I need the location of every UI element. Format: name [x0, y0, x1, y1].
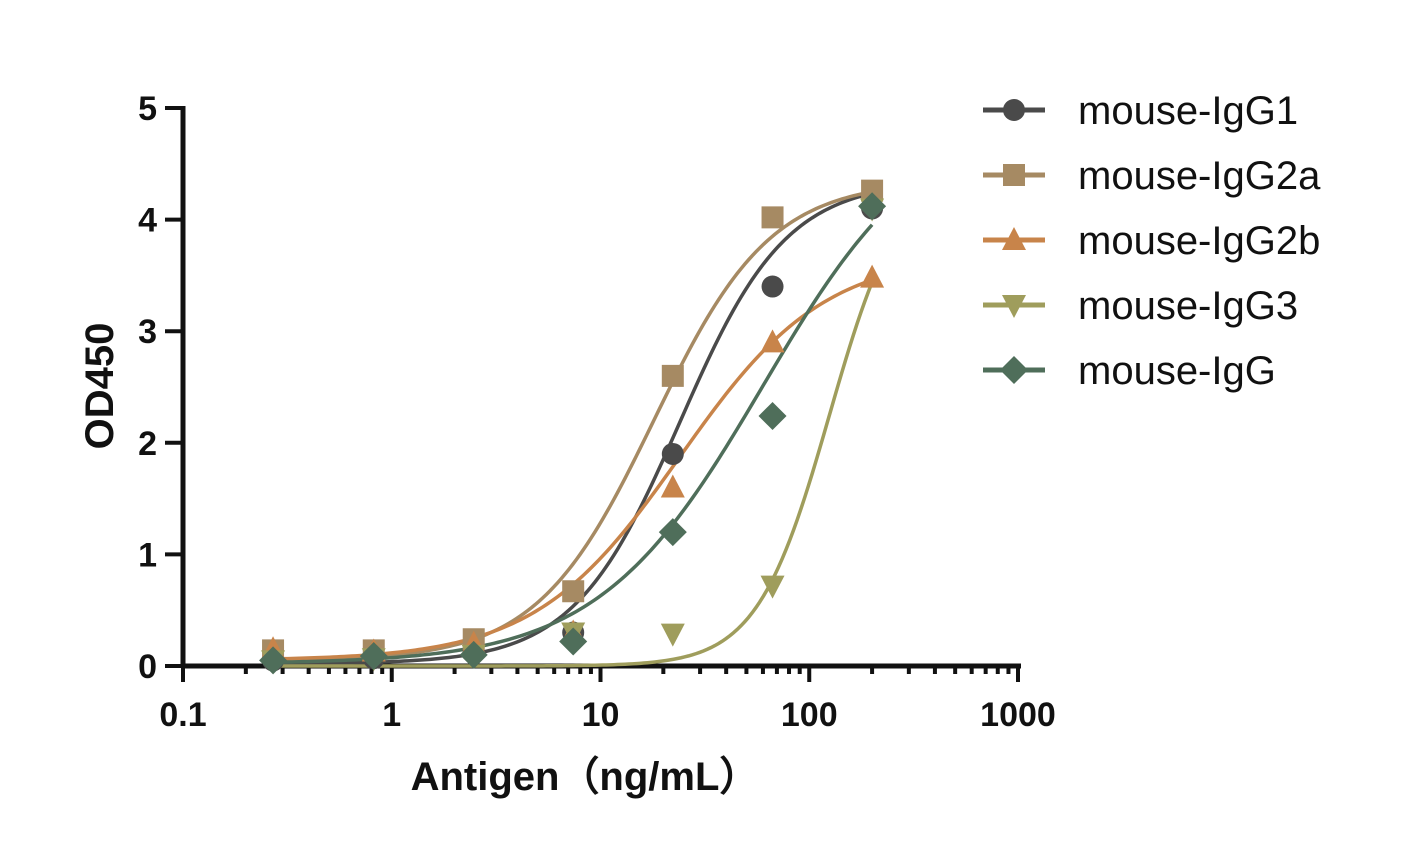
y-tick-label: 4	[138, 202, 157, 240]
data-point-mouse-IgG2a	[861, 179, 884, 202]
legend-marker-mouse-IgG	[1000, 356, 1028, 384]
y-tick-label: 2	[138, 425, 157, 463]
x-tick-label: 0.1	[159, 696, 206, 734]
data-point-mouse-IgG1	[661, 442, 684, 465]
y-tick-label: 1	[138, 536, 157, 574]
y-tick-label: 5	[138, 90, 157, 128]
x-tick-label: 100	[781, 696, 838, 734]
data-point-mouse-IgG2b	[860, 264, 885, 288]
points-layer	[259, 179, 887, 675]
data-point-mouse-IgG	[758, 402, 787, 431]
x-axis-title: Antigen（ng/mL）	[411, 755, 760, 799]
legend-label-mouse-IgG3: mouse-IgG3	[1078, 284, 1298, 328]
y-tick-label: 3	[138, 313, 157, 351]
x-tick-label: 10	[582, 696, 620, 734]
legend-marker-mouse-IgG2b	[1002, 227, 1026, 250]
data-point-mouse-IgG2b	[760, 329, 785, 353]
data-point-mouse-IgG	[858, 192, 887, 221]
data-point-mouse-IgG3	[760, 575, 785, 599]
y-axis-title: OD450	[78, 323, 122, 450]
legend-label-mouse-IgG2b: mouse-IgG2b	[1078, 219, 1320, 263]
ticks-layer: 0.1 1 10 100 1000 0 1 2 3 4 5	[138, 90, 1056, 734]
data-point-mouse-IgG	[559, 627, 588, 656]
data-point-mouse-IgG	[658, 518, 687, 547]
legend-label-mouse-IgG2a: mouse-IgG2a	[1078, 154, 1321, 198]
legend-label-mouse-IgG: mouse-IgG	[1078, 349, 1276, 393]
x-tick-label: 1	[382, 696, 401, 734]
data-point-mouse-IgG3	[660, 623, 685, 647]
data-point-mouse-IgG2a	[661, 364, 684, 387]
data-point-mouse-IgG2a	[761, 206, 784, 229]
data-point-mouse-IgG2a	[562, 580, 585, 603]
legend: mouse-IgG1 mouse-IgG2a mouse-IgG2b mouse-Ig…	[983, 89, 1321, 393]
axes-layer	[180, 106, 1021, 669]
data-point-mouse-IgG	[259, 646, 288, 675]
legend-marker-mouse-IgG3	[1002, 295, 1026, 318]
data-point-mouse-IgG2b	[660, 474, 685, 498]
data-point-mouse-IgG	[459, 640, 488, 669]
legend-marker-mouse-IgG1	[1003, 99, 1025, 121]
y-tick-label: 0	[138, 648, 157, 686]
legend-marker-mouse-IgG2a	[1003, 164, 1025, 186]
data-point-mouse-IgG	[359, 641, 388, 670]
data-point-mouse-IgG1	[761, 275, 784, 298]
legend-label-mouse-IgG1: mouse-IgG1	[1078, 89, 1298, 133]
x-tick-label: 1000	[980, 696, 1056, 734]
